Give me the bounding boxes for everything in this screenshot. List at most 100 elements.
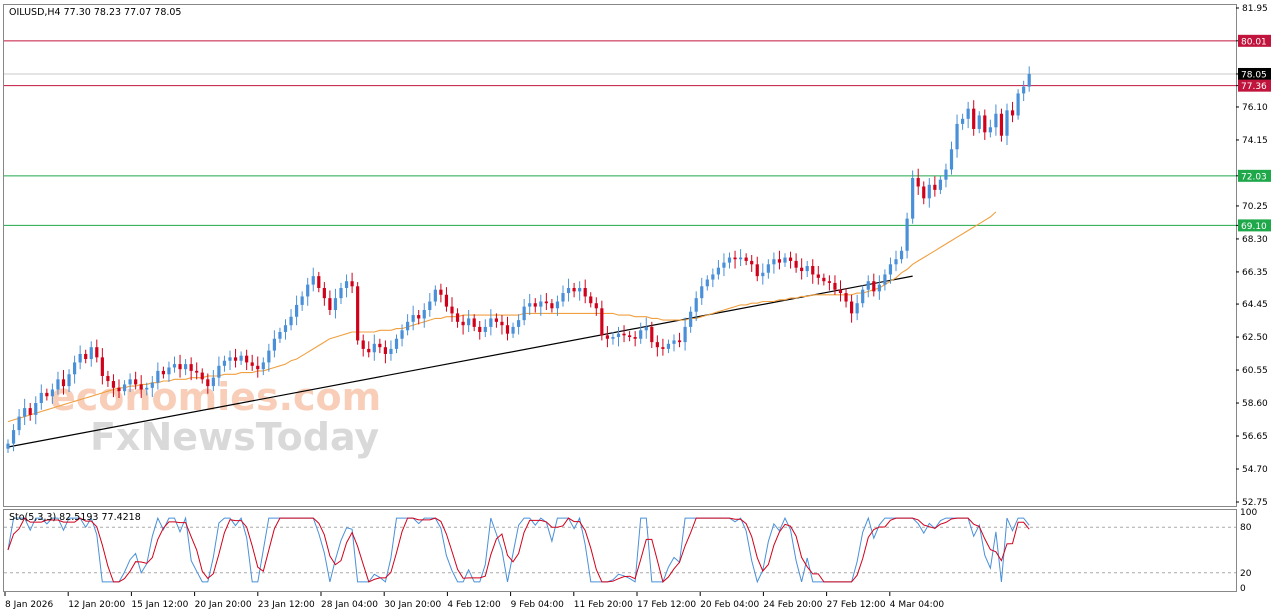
candle-body — [683, 326, 687, 343]
y-tick-label: 66.35 — [1242, 268, 1268, 278]
candle-body — [261, 362, 265, 370]
x-tick-label: 4 Feb 12:00 — [447, 600, 501, 610]
price-tag-label: 69.10 — [1241, 222, 1267, 232]
price-tag-label: 78.05 — [1241, 70, 1267, 80]
candle-body — [239, 355, 243, 361]
candle-body — [555, 301, 560, 309]
candle-body — [483, 326, 487, 332]
stoch-signal-line — [7, 517, 1030, 583]
candle-body — [111, 381, 116, 388]
candle-body — [800, 267, 804, 272]
candle-body — [150, 382, 154, 388]
price-tag-bg — [1238, 34, 1271, 47]
candle-body — [161, 370, 165, 375]
y-tick-label: 74.15 — [1242, 136, 1268, 146]
candle-body — [344, 281, 349, 288]
candle-body — [766, 264, 770, 273]
candle-body — [450, 306, 454, 314]
candle-body — [100, 357, 104, 376]
candle-body — [217, 365, 221, 378]
candle-body — [589, 296, 593, 304]
candle-body — [628, 335, 632, 338]
stoch-y-label: 100 — [1240, 508, 1257, 518]
price-tag-label: 80.01 — [1241, 37, 1267, 47]
candle-body — [633, 337, 637, 339]
candle-body — [772, 259, 776, 265]
candle-body — [916, 178, 920, 187]
candle-body — [283, 325, 288, 332]
candle-body — [672, 340, 676, 344]
candle-body — [122, 384, 127, 392]
candles — [6, 66, 1031, 453]
stochastic-oscillator: 100 80 20 0 — [4, 508, 1257, 594]
candle-body — [727, 257, 732, 263]
candle-body — [139, 384, 143, 390]
candle-body — [89, 347, 93, 360]
candle-body — [106, 375, 110, 382]
candle-body — [455, 313, 460, 322]
price-tag-bg — [1238, 219, 1271, 232]
candle-body — [788, 257, 793, 261]
stoch-y-label: 0 — [1240, 584, 1246, 594]
candle-body — [167, 367, 171, 375]
candle-body — [333, 298, 338, 310]
candle-body — [61, 379, 66, 387]
candle-body — [911, 178, 915, 219]
y-tick-label: 81.95 — [1242, 4, 1268, 14]
candle-body — [23, 408, 27, 417]
candle-body — [56, 379, 60, 390]
candle-body — [528, 303, 532, 307]
candle-body — [838, 289, 843, 294]
x-tick-label: 27 Feb 12:00 — [827, 600, 886, 610]
candle-body — [411, 315, 415, 322]
candle-body — [666, 343, 671, 349]
candle-body — [17, 416, 21, 431]
candle-body — [705, 279, 709, 287]
candle-body — [472, 318, 476, 327]
candle-body — [211, 377, 215, 387]
candle-body — [306, 284, 310, 297]
candle-body — [888, 264, 893, 275]
y-tick-label: 62.50 — [1242, 333, 1268, 343]
candle-body — [267, 350, 271, 363]
candle-body — [988, 127, 992, 133]
candle-body — [489, 318, 493, 327]
candle-body — [622, 333, 626, 336]
stoch-y-label: 20 — [1240, 569, 1252, 579]
candle-body — [433, 289, 437, 302]
stoch-main-line — [7, 516, 1030, 584]
candle-body — [134, 379, 138, 385]
time-axis: 8 Jan 2026 12 Jan 20:00 15 Jan 12:00 20 Jan… — [4, 592, 944, 610]
candle-body — [39, 392, 43, 404]
candle-body — [467, 318, 471, 326]
candle-body — [899, 250, 904, 260]
candle-body — [822, 277, 826, 282]
candle-body — [539, 301, 543, 307]
candle-body — [905, 218, 909, 251]
candle-body — [827, 281, 831, 283]
candle-body — [938, 179, 942, 190]
x-tick-label: 23 Jan 12:00 — [258, 600, 315, 610]
candle-body — [811, 265, 815, 275]
candle-body — [1005, 110, 1009, 136]
x-tick-label: 24 Feb 20:00 — [763, 600, 822, 610]
candle-body — [855, 303, 859, 314]
candle-body — [517, 320, 521, 327]
candle-body — [933, 184, 937, 190]
candle-body — [583, 287, 587, 297]
x-tick-label: 9 Feb 04:00 — [511, 600, 565, 610]
candle-body — [233, 357, 238, 361]
stoch-y-label: 80 — [1240, 523, 1252, 533]
candle-body — [50, 389, 54, 397]
watermark-economies: economies.com — [50, 375, 381, 419]
candle-body — [511, 326, 515, 334]
candle-body — [522, 306, 526, 321]
x-tick-label: 28 Jan 04:00 — [321, 600, 378, 610]
candle-body — [755, 264, 759, 277]
candle-body — [184, 364, 188, 370]
candle-body — [644, 326, 648, 331]
candle-body — [383, 347, 387, 354]
candle-body — [894, 259, 898, 265]
candle-body — [694, 298, 698, 312]
